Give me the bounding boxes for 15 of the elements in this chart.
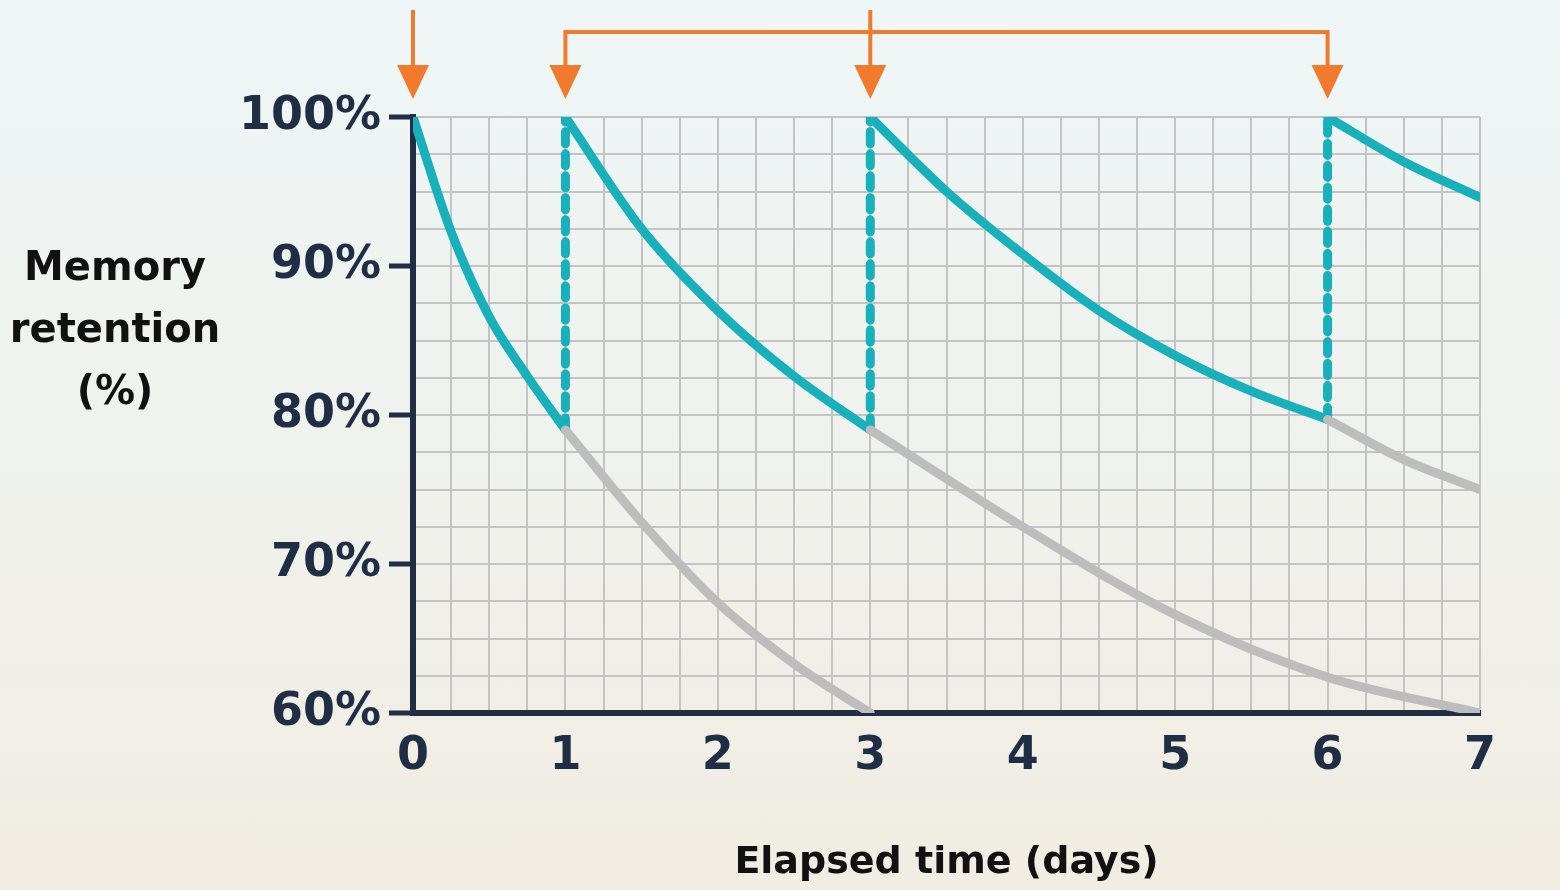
x-tick-label: 1 bbox=[549, 725, 582, 780]
x-axis-title: Elapsed time (days) bbox=[734, 838, 1159, 883]
x-tick-label: 4 bbox=[1006, 725, 1039, 780]
y-tick-label: 70% bbox=[270, 532, 381, 587]
x-tick-label: 3 bbox=[854, 725, 887, 780]
x-tick-label: 7 bbox=[1463, 725, 1497, 780]
x-tick-label: 0 bbox=[396, 725, 430, 780]
x-tick-label: 6 bbox=[1311, 725, 1344, 780]
y-tick-label: 90% bbox=[270, 234, 381, 289]
x-tick-label: 2 bbox=[701, 725, 734, 780]
y-axis-title: Memory retention (%) bbox=[9, 243, 221, 414]
y-tick-label: 60% bbox=[270, 681, 381, 736]
x-tick-label: 5 bbox=[1159, 725, 1192, 780]
y-tick-label: 80% bbox=[270, 383, 381, 438]
y-tick-label: 100% bbox=[238, 85, 381, 140]
